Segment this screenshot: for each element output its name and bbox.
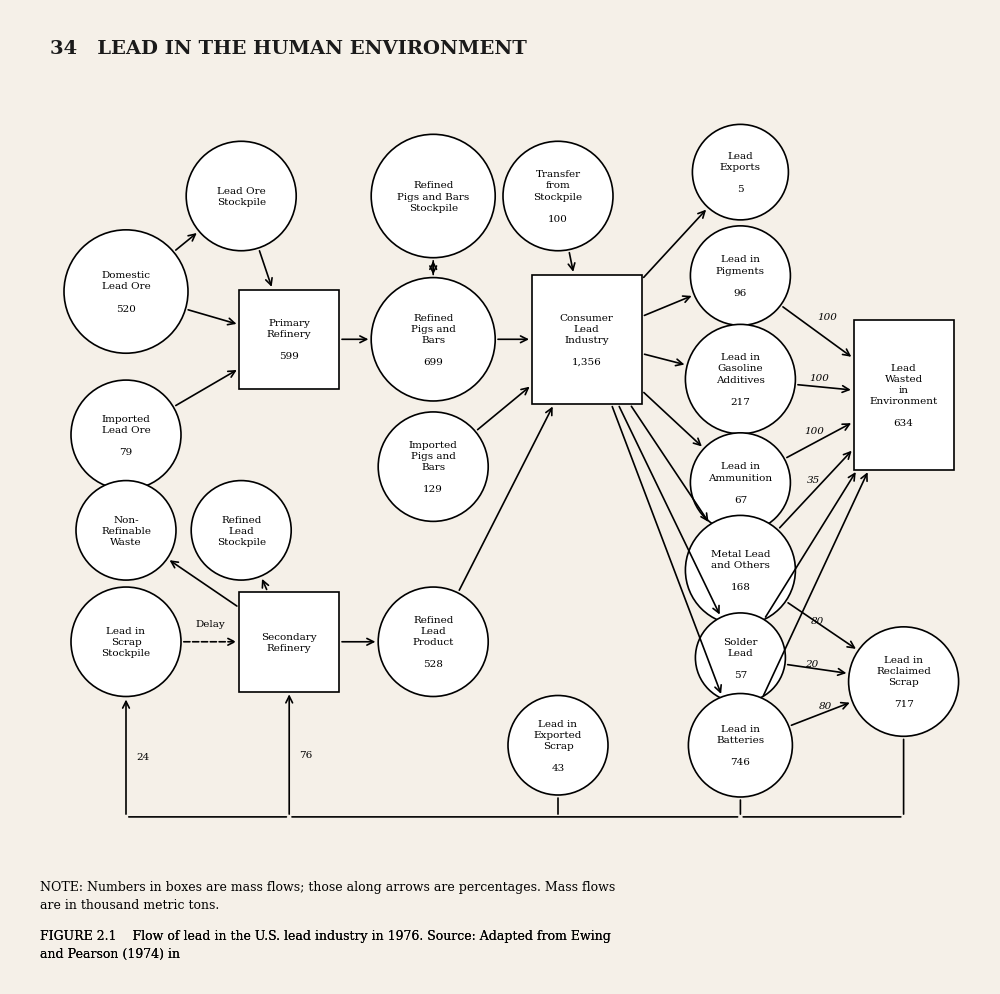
Text: 80: 80: [810, 616, 824, 626]
Circle shape: [688, 694, 792, 797]
Circle shape: [191, 481, 291, 580]
Text: Transfer
from
Stockpile

100: Transfer from Stockpile 100: [533, 170, 583, 224]
Text: Lead in
Gasoline
Additives

217: Lead in Gasoline Additives 217: [716, 353, 765, 407]
Circle shape: [690, 227, 790, 326]
Text: Lead
Exports

5: Lead Exports 5: [720, 152, 761, 194]
Text: Refined
Pigs and Bars
Stockpile: Refined Pigs and Bars Stockpile: [397, 181, 469, 213]
Text: NOTE: Numbers in boxes are mass flows; those along arrows are percentages. Mass : NOTE: Numbers in boxes are mass flows; t…: [40, 880, 615, 911]
Circle shape: [503, 142, 613, 251]
Circle shape: [685, 325, 795, 434]
Circle shape: [692, 125, 788, 221]
Text: Imported
Pigs and
Bars

129: Imported Pigs and Bars 129: [409, 440, 458, 494]
Circle shape: [71, 587, 181, 697]
FancyBboxPatch shape: [854, 321, 954, 470]
Text: Metal Lead
and Others

168: Metal Lead and Others 168: [711, 550, 770, 591]
Text: 34   LEAD IN THE HUMAN ENVIRONMENT: 34 LEAD IN THE HUMAN ENVIRONMENT: [50, 40, 527, 58]
Circle shape: [695, 613, 785, 703]
Text: Lead in
Reclaimed
Scrap

717: Lead in Reclaimed Scrap 717: [876, 655, 931, 709]
Text: Lead
Wasted
in
Environment

634: Lead Wasted in Environment 634: [869, 364, 938, 427]
Text: Lead in
Scrap
Stockpile: Lead in Scrap Stockpile: [101, 626, 151, 658]
Circle shape: [849, 627, 959, 737]
Text: 24: 24: [136, 752, 149, 761]
Text: Refined
Lead
Product

528: Refined Lead Product 528: [413, 615, 454, 669]
Text: FIGURE 2.1    Flow of lead in the U.S. lead industry in 1976. Source: Adapted fr: FIGURE 2.1 Flow of lead in the U.S. lead…: [40, 929, 611, 960]
Text: Lead in
Ammunition

67: Lead in Ammunition 67: [708, 462, 772, 504]
Text: Secondary
Refinery: Secondary Refinery: [261, 632, 317, 652]
Text: Domestic
Lead Ore

520: Domestic Lead Ore 520: [102, 271, 150, 313]
Text: Lead in
Batteries

746: Lead in Batteries 746: [716, 725, 764, 766]
Text: 76: 76: [299, 749, 312, 759]
Circle shape: [186, 142, 296, 251]
Text: Delay: Delay: [195, 619, 225, 629]
FancyBboxPatch shape: [239, 290, 339, 390]
Circle shape: [378, 587, 488, 697]
Text: Solder
Lead

57: Solder Lead 57: [723, 637, 758, 679]
Text: 100: 100: [809, 374, 829, 383]
Circle shape: [371, 278, 495, 402]
Circle shape: [371, 135, 495, 258]
Text: 20: 20: [805, 660, 819, 669]
Text: Refined
Lead
Stockpile: Refined Lead Stockpile: [217, 515, 266, 547]
Circle shape: [685, 516, 795, 625]
FancyBboxPatch shape: [532, 275, 642, 405]
Text: Consumer
Lead
Industry

1,356: Consumer Lead Industry 1,356: [560, 313, 614, 367]
Text: Non-
Refinable
Waste: Non- Refinable Waste: [101, 515, 151, 547]
Circle shape: [76, 481, 176, 580]
Circle shape: [64, 231, 188, 354]
Text: 35: 35: [807, 475, 820, 484]
Circle shape: [378, 413, 488, 522]
Text: FIGURE 2.1    Flow of lead in the U.S. lead industry in 1976. Source: Adapted fr: FIGURE 2.1 Flow of lead in the U.S. lead…: [40, 929, 611, 960]
Text: Primary
Refinery

599: Primary Refinery 599: [267, 319, 312, 361]
Circle shape: [508, 696, 608, 795]
Text: Lead Ore
Stockpile: Lead Ore Stockpile: [217, 187, 266, 207]
Text: Refined
Pigs and
Bars

699: Refined Pigs and Bars 699: [411, 313, 456, 367]
Text: 80: 80: [819, 702, 832, 711]
Circle shape: [690, 433, 790, 533]
FancyBboxPatch shape: [239, 592, 339, 692]
Text: 100: 100: [817, 313, 837, 322]
Text: Lead in
Pigments

96: Lead in Pigments 96: [716, 255, 765, 297]
Text: Lead in
Exported
Scrap

43: Lead in Exported Scrap 43: [534, 719, 582, 772]
Text: 100: 100: [804, 426, 824, 435]
Text: Imported
Lead Ore

79: Imported Lead Ore 79: [102, 414, 150, 456]
Circle shape: [71, 381, 181, 490]
